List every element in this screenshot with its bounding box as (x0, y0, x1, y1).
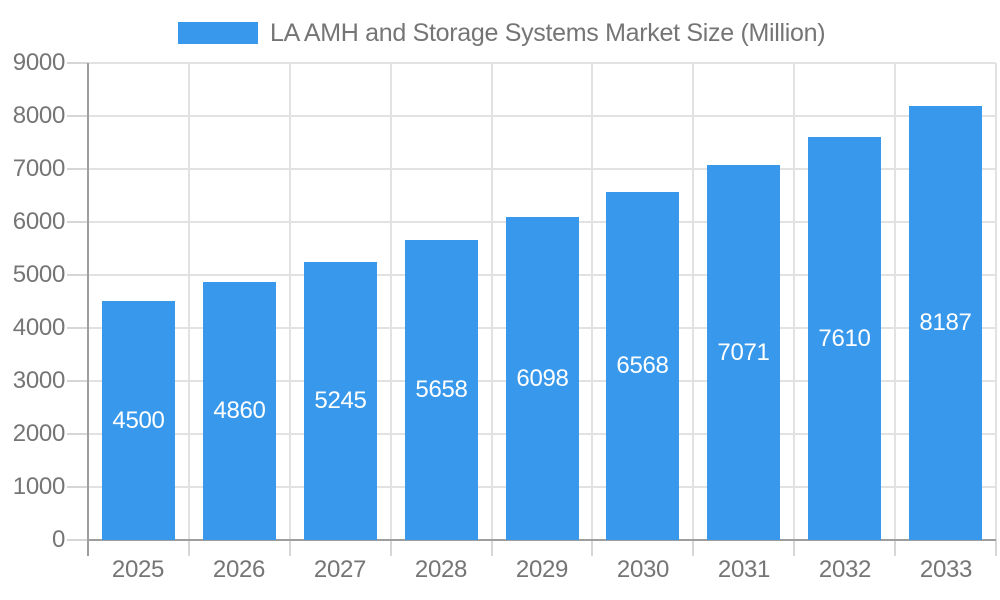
bar-value-label: 6568 (616, 352, 669, 379)
x-tick (389, 540, 392, 556)
x-tick-label: 2029 (515, 556, 569, 583)
x-tick-label: 2033 (919, 556, 973, 583)
bar: 7071 (707, 165, 780, 540)
v-gridline (187, 63, 190, 540)
y-tick-label: 1000 (12, 473, 66, 500)
v-gridline (692, 63, 695, 540)
bar: 7610 (808, 137, 881, 540)
x-tick (490, 540, 493, 556)
x-tick-label: 2027 (313, 556, 367, 583)
x-tick (591, 540, 594, 556)
x-tick (288, 540, 291, 556)
x-tick-label: 2028 (414, 556, 468, 583)
y-tick (67, 486, 88, 488)
y-tick-label: 9000 (12, 49, 66, 76)
bar: 8187 (909, 106, 982, 540)
bar-value-label: 6098 (516, 364, 569, 392)
x-tick (894, 540, 897, 556)
x-tick-label: 2026 (212, 556, 266, 583)
bar: 6568 (606, 192, 679, 540)
y-tick-label: 3000 (12, 367, 66, 394)
bar: 5245 (304, 262, 377, 540)
bar-value-label: 7071 (717, 338, 770, 366)
y-tick (67, 221, 88, 223)
bar-value-label: 5658 (415, 376, 468, 403)
y-tick (67, 327, 88, 329)
y-tick (67, 433, 88, 435)
bar-value-label: 4500 (112, 406, 165, 434)
bar-value-label: 4860 (213, 397, 266, 424)
x-tick (187, 540, 190, 556)
h-gridline (88, 115, 996, 117)
v-gridline (591, 63, 594, 540)
y-tick (67, 380, 88, 382)
x-tick (793, 540, 796, 556)
y-tick-label: 8000 (12, 102, 66, 129)
y-tick (67, 115, 88, 117)
bar-value-label: 7610 (818, 324, 871, 352)
x-tick (87, 540, 89, 556)
legend-swatch (178, 22, 258, 44)
y-tick (67, 62, 88, 64)
v-gridline (793, 63, 796, 540)
y-tick-label: 5000 (12, 261, 66, 288)
bar: 4500 (102, 301, 175, 540)
v-gridline (490, 63, 493, 540)
y-tick-label: 0 (51, 526, 65, 553)
bar: 6098 (506, 217, 579, 540)
x-tick (995, 540, 997, 556)
x-tick (692, 540, 695, 556)
y-tick-label: 6000 (12, 208, 66, 235)
bar-value-label: 5245 (314, 387, 367, 414)
v-gridline (995, 63, 997, 540)
y-tick-label: 7000 (12, 155, 66, 182)
y-tick (67, 168, 88, 170)
y-tick (67, 539, 88, 541)
y-tick-label: 4000 (12, 314, 66, 341)
legend-label: LA AMH and Storage Systems Market Size (… (270, 19, 826, 47)
v-gridline (389, 63, 392, 540)
y-tick-label: 2000 (12, 420, 66, 447)
x-tick-label: 2030 (616, 556, 670, 583)
x-tick-label: 2032 (818, 556, 872, 583)
v-gridline (288, 63, 291, 540)
y-axis-line (87, 63, 89, 556)
v-gridline (894, 63, 897, 540)
bar: 4860 (203, 282, 276, 540)
x-tick-label: 2031 (717, 556, 771, 583)
bar: 5658 (405, 240, 478, 540)
bar-value-label: 8187 (919, 309, 972, 336)
h-gridline (88, 62, 996, 64)
y-tick (67, 274, 88, 276)
x-tick-label: 2025 (111, 556, 165, 583)
